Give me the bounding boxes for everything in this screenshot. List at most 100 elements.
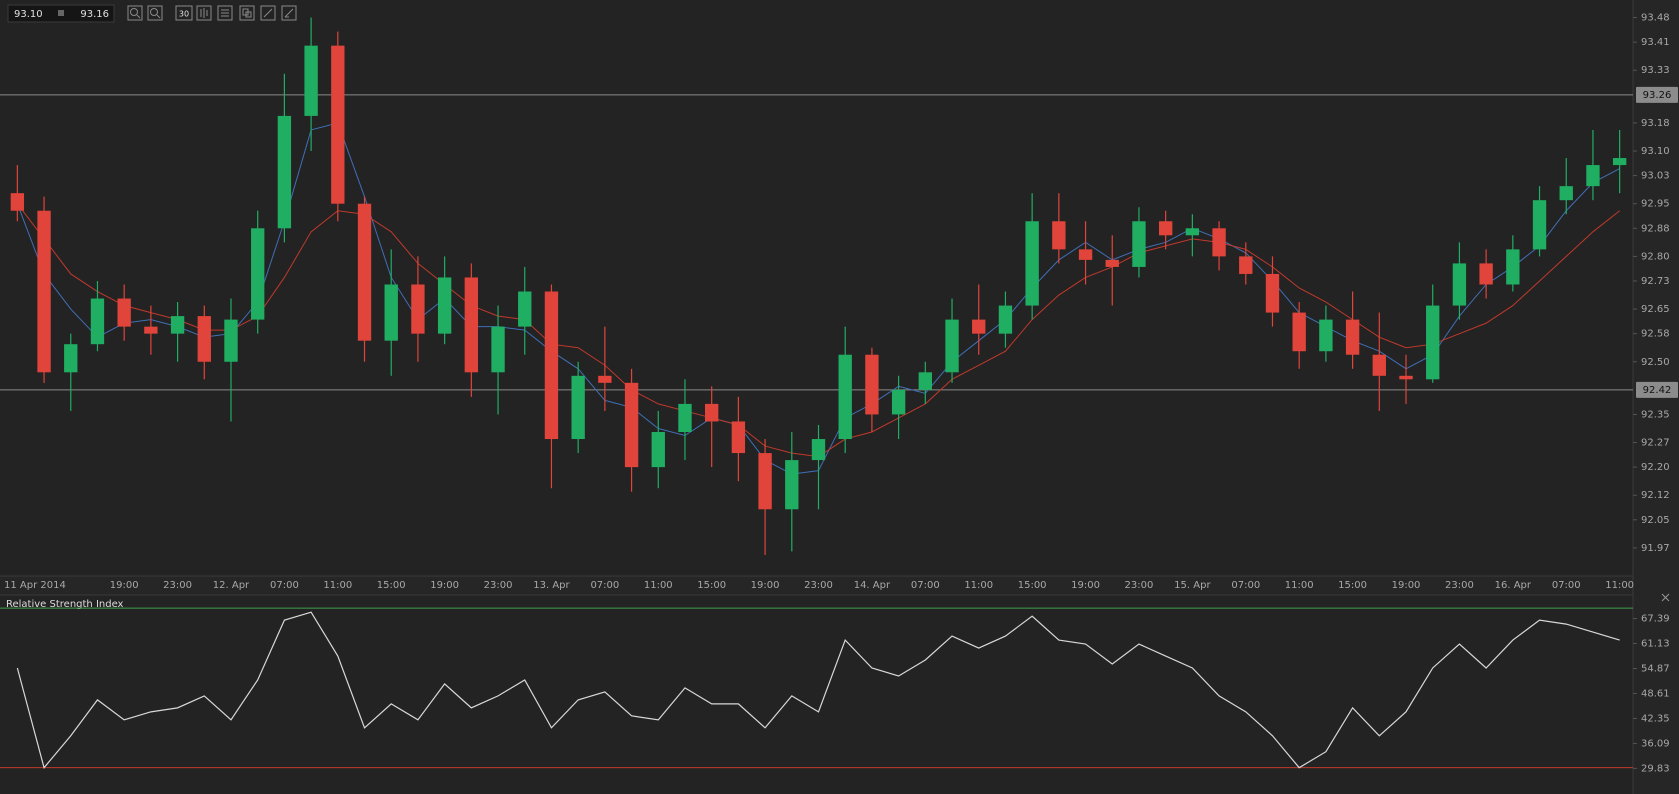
candle-body bbox=[998, 305, 1013, 334]
candle-body bbox=[1292, 312, 1306, 352]
candle-body bbox=[918, 372, 932, 390]
zoom-out-button[interactable] bbox=[127, 5, 143, 21]
y-tick-label: 92.27 bbox=[1641, 438, 1670, 449]
candle-body bbox=[758, 453, 772, 510]
draw-button[interactable] bbox=[260, 5, 276, 21]
candle-body bbox=[197, 316, 211, 362]
candle-body bbox=[1185, 228, 1200, 236]
y-tick-label: 93.10 bbox=[1641, 146, 1670, 157]
candle-body bbox=[64, 344, 78, 373]
candle-body bbox=[785, 460, 799, 510]
indicators-button[interactable] bbox=[217, 5, 233, 21]
candle-body bbox=[1132, 221, 1146, 267]
candle-body bbox=[1532, 200, 1547, 250]
candle-body bbox=[384, 284, 398, 341]
x-tick-label: 19:00 bbox=[1392, 580, 1421, 591]
candle-body bbox=[437, 277, 452, 334]
candle-body bbox=[1265, 273, 1280, 313]
x-tick-label: 07:00 bbox=[1552, 580, 1581, 591]
x-tick-label: 19:00 bbox=[430, 580, 459, 591]
x-tick-label: 07:00 bbox=[911, 580, 940, 591]
candle-body bbox=[1052, 221, 1066, 250]
candle-body bbox=[144, 326, 158, 334]
y-tick-label: 92.20 bbox=[1641, 462, 1670, 473]
period-label: 30 bbox=[179, 10, 189, 19]
x-tick-label: 23:00 bbox=[163, 580, 192, 591]
x-tick-label: 11 Apr 2014 bbox=[4, 580, 66, 591]
candle-body bbox=[170, 316, 185, 334]
y-tick-label: 36.09 bbox=[1641, 738, 1670, 749]
x-tick-label: 19:00 bbox=[1071, 580, 1100, 591]
bid-price: 93.10 bbox=[14, 9, 43, 20]
candle-body bbox=[544, 291, 559, 440]
candle-body bbox=[1452, 263, 1467, 306]
candle-body bbox=[972, 319, 986, 334]
candle-body bbox=[357, 203, 372, 341]
y-tick-label: 42.35 bbox=[1641, 713, 1670, 724]
level-label: 93.26 bbox=[1643, 90, 1672, 101]
candle-body bbox=[891, 389, 906, 415]
period-button[interactable]: 30 bbox=[175, 5, 193, 21]
x-tick-label: 16. Apr bbox=[1495, 580, 1532, 591]
candle-body bbox=[838, 354, 852, 440]
y-tick-label: 92.58 bbox=[1641, 329, 1670, 340]
candle-body bbox=[1506, 249, 1520, 285]
x-tick-label: 07:00 bbox=[590, 580, 619, 591]
candle-body bbox=[90, 298, 105, 345]
x-tick-label: 11:00 bbox=[964, 580, 993, 591]
x-tick-label: 11:00 bbox=[1605, 580, 1634, 591]
candle-body bbox=[1372, 354, 1386, 376]
y-tick-label: 91.97 bbox=[1641, 543, 1670, 554]
candle-body bbox=[1586, 165, 1600, 187]
edit-button[interactable] bbox=[281, 5, 297, 21]
candle-body bbox=[224, 319, 238, 362]
x-tick-label: 23:00 bbox=[1125, 580, 1154, 591]
y-tick-label: 92.65 bbox=[1641, 304, 1670, 315]
y-tick-label: 29.83 bbox=[1641, 763, 1670, 774]
toolbar: 93.10 93.16 30 bbox=[7, 4, 297, 23]
y-tick-label: 93.48 bbox=[1641, 13, 1670, 24]
templates-button[interactable] bbox=[239, 5, 255, 21]
level-tag bbox=[1636, 381, 1678, 398]
candle-body bbox=[678, 403, 692, 432]
rsi-plot-area bbox=[0, 595, 1633, 794]
x-tick-label: 15. Apr bbox=[1174, 580, 1211, 591]
x-tick-label: 19:00 bbox=[751, 580, 780, 591]
close-panel-button[interactable] bbox=[1661, 593, 1670, 602]
x-tick-label: 11:00 bbox=[644, 580, 673, 591]
y-tick-label: 93.03 bbox=[1641, 171, 1670, 182]
candle-body bbox=[411, 284, 425, 334]
candle-body bbox=[731, 421, 746, 454]
candle-body bbox=[277, 115, 292, 229]
y-tick-label: 67.39 bbox=[1641, 614, 1670, 625]
candle-body bbox=[304, 45, 318, 116]
candle-body bbox=[624, 382, 639, 468]
level-tag bbox=[1636, 86, 1678, 103]
x-tick-label: 13. Apr bbox=[533, 580, 570, 591]
chart-type-button[interactable] bbox=[196, 5, 212, 21]
candle-body bbox=[651, 432, 665, 468]
y-tick-label: 93.33 bbox=[1641, 65, 1670, 76]
candle-body bbox=[251, 228, 265, 320]
x-tick-label: 07:00 bbox=[1231, 580, 1260, 591]
price-plot-area bbox=[0, 0, 1633, 576]
x-tick-label: 15:00 bbox=[377, 580, 406, 591]
y-tick-label: 92.50 bbox=[1641, 357, 1670, 368]
x-tick-label: 23:00 bbox=[484, 580, 513, 591]
candle-body bbox=[811, 439, 826, 461]
x-tick-label: 14. Apr bbox=[854, 580, 891, 591]
candle-body bbox=[37, 210, 51, 373]
candle-body bbox=[1212, 228, 1226, 257]
level-label: 92.42 bbox=[1643, 385, 1672, 396]
candle-body bbox=[598, 375, 612, 383]
rsi-line bbox=[16, 611, 1620, 769]
ask-price: 93.16 bbox=[80, 9, 109, 20]
zoom-in-button[interactable] bbox=[147, 5, 163, 21]
candle-body bbox=[1479, 263, 1493, 285]
candle-body bbox=[1025, 221, 1039, 306]
candle-body bbox=[464, 277, 479, 373]
y-tick-label: 92.88 bbox=[1641, 223, 1670, 234]
y-tick-label: 92.80 bbox=[1641, 251, 1670, 262]
candle-body bbox=[571, 375, 585, 440]
